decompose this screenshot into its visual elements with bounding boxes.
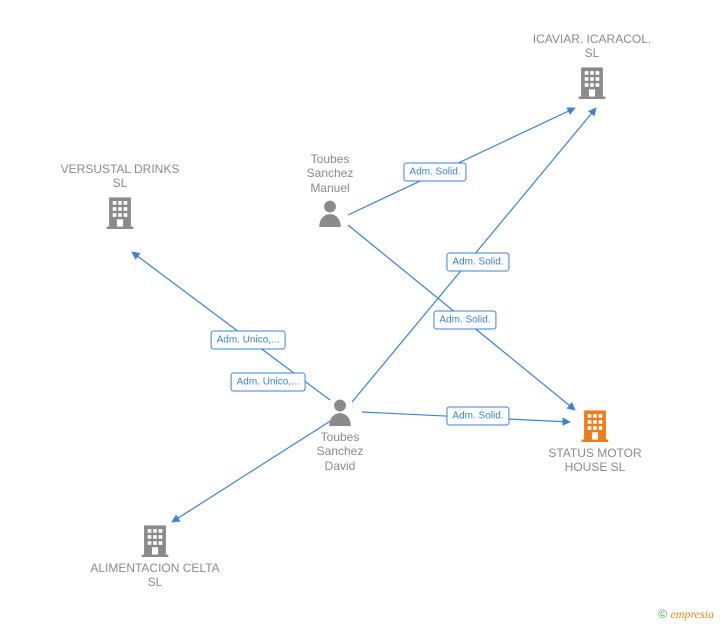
node-manuel[interactable]: Toubes Sanchez Manuel bbox=[290, 152, 370, 227]
copyright: © empresia bbox=[658, 607, 714, 622]
node-label: Toubes Sanchez David bbox=[300, 430, 380, 473]
person-icon bbox=[300, 398, 380, 426]
node-label: ALIMENTACION CELTA SL bbox=[90, 561, 220, 590]
node-aliment[interactable]: ALIMENTACION CELTA SL bbox=[90, 523, 220, 590]
edge-label: Adm. Unico,... bbox=[231, 373, 306, 392]
edge-label: Adm. Unico,... bbox=[211, 331, 286, 350]
edge-line bbox=[348, 108, 575, 215]
building-icon bbox=[545, 408, 645, 442]
building-icon bbox=[532, 65, 652, 99]
edge-label: Adm. Solid. bbox=[446, 407, 509, 426]
node-status[interactable]: STATUS MOTOR HOUSE SL bbox=[545, 408, 645, 475]
node-icaviar[interactable]: ICAVIAR. ICARACOL. SL bbox=[532, 32, 652, 99]
edge-label: Adm. Solid. bbox=[403, 163, 466, 182]
building-icon bbox=[90, 523, 220, 557]
node-versustal[interactable]: VERSUSTAL DRINKS SL bbox=[60, 162, 180, 229]
node-label: VERSUSTAL DRINKS SL bbox=[60, 162, 180, 191]
brand-name: empresia bbox=[670, 607, 714, 621]
person-icon bbox=[290, 199, 370, 227]
edge-label: Adm. Solid. bbox=[433, 311, 496, 330]
node-label: ICAVIAR. ICARACOL. SL bbox=[532, 32, 652, 61]
node-label: STATUS MOTOR HOUSE SL bbox=[545, 446, 645, 475]
node-david[interactable]: Toubes Sanchez David bbox=[300, 398, 380, 473]
edge-label: Adm. Solid. bbox=[446, 253, 509, 272]
building-icon bbox=[60, 195, 180, 229]
copyright-symbol: © bbox=[658, 607, 667, 621]
network-diagram: ICAVIAR. ICARACOL. SL VERSUSTAL DRINKS SL… bbox=[0, 0, 728, 630]
node-label: Toubes Sanchez Manuel bbox=[290, 152, 370, 195]
